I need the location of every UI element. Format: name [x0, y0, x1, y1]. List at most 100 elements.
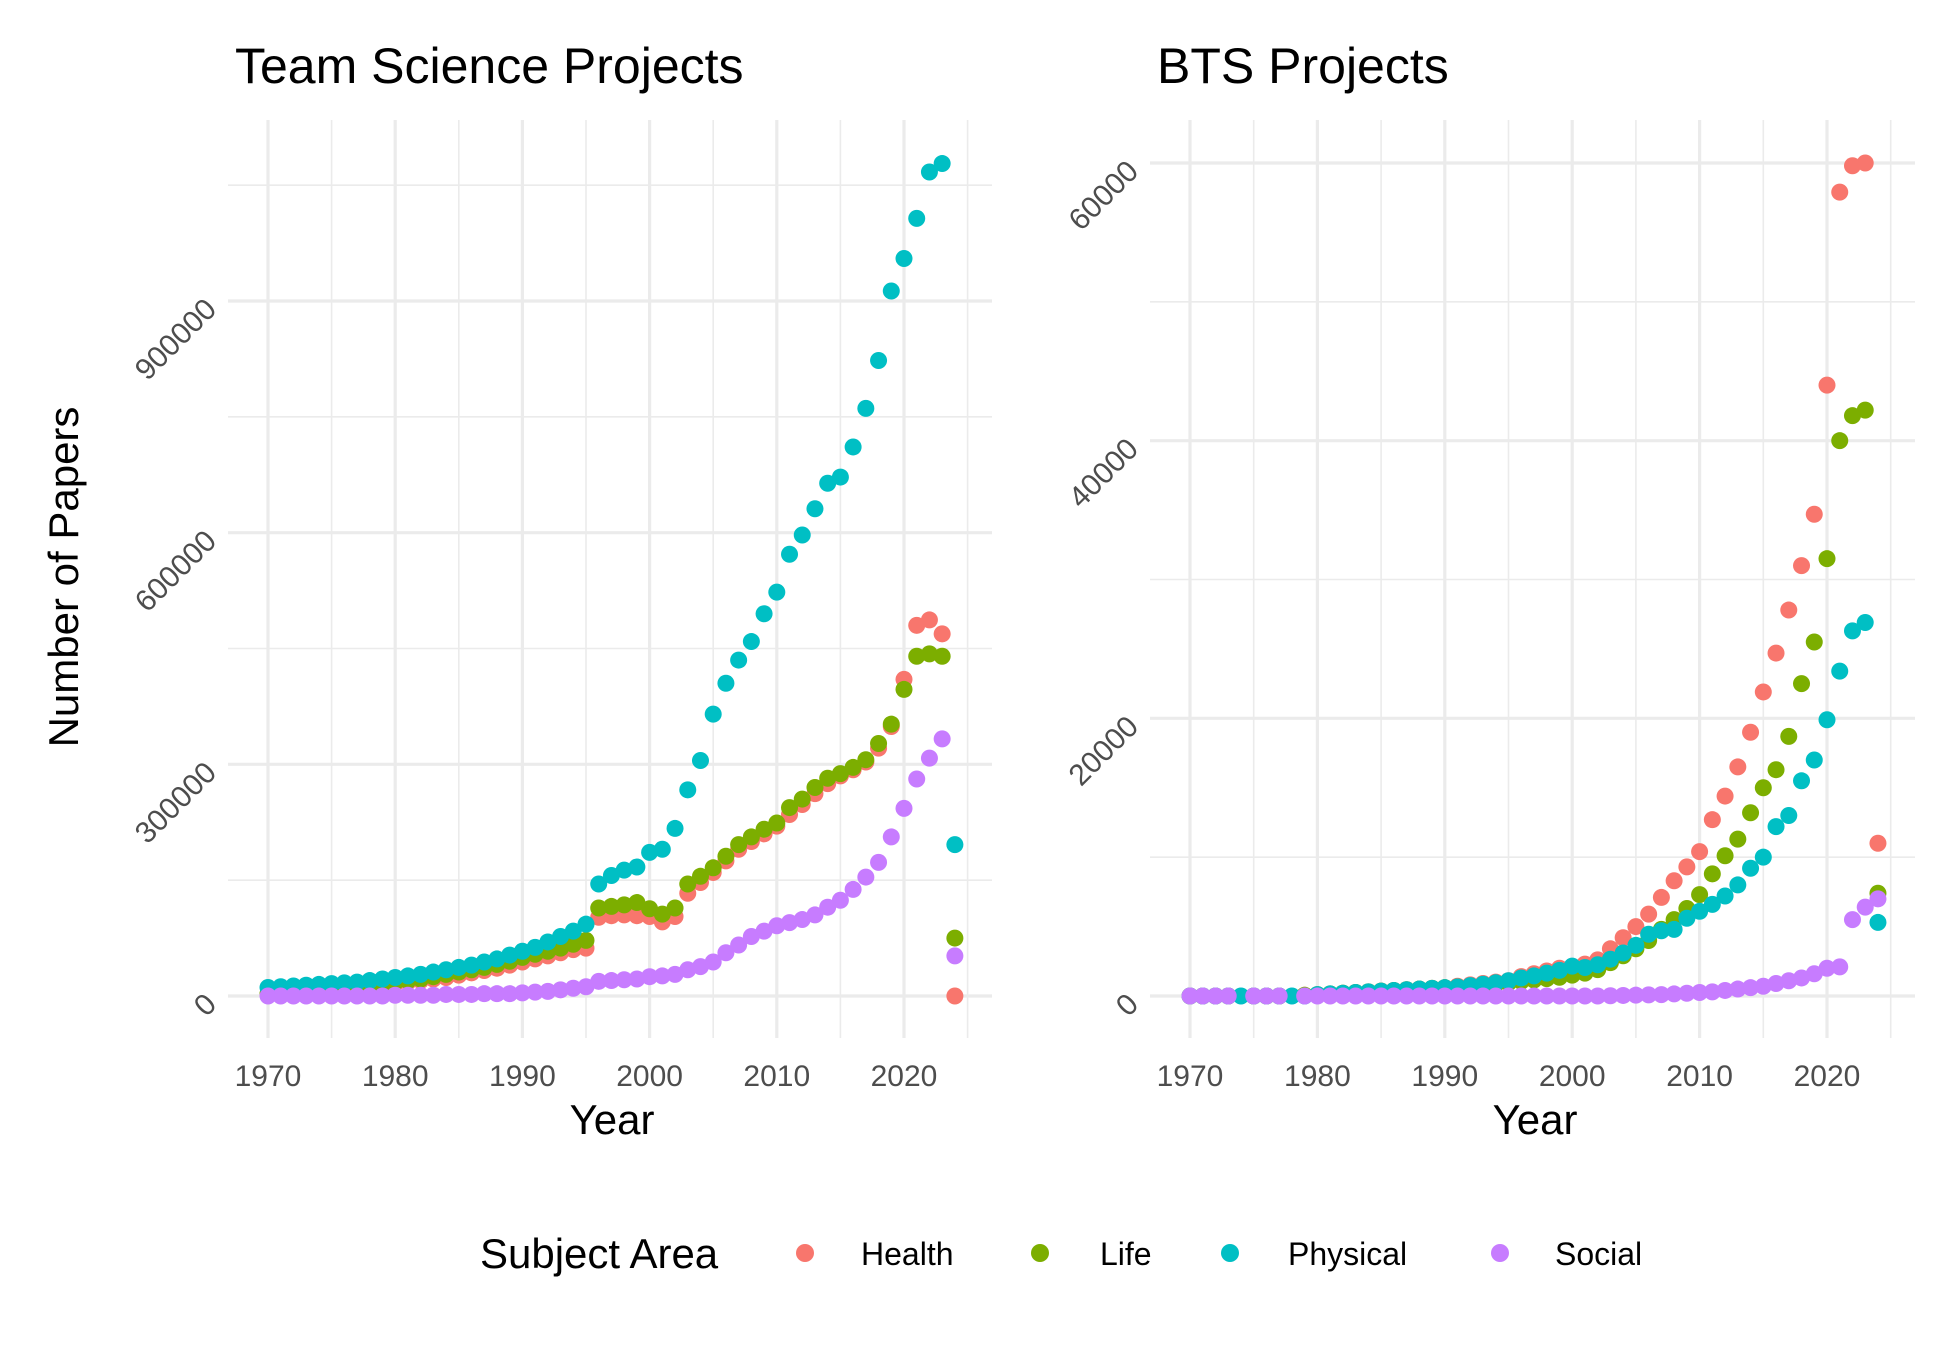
point-physical [1601, 950, 1619, 968]
point-social [895, 799, 913, 817]
legend-key-physical [1221, 1244, 1239, 1262]
point-social [1525, 987, 1543, 1005]
point-health [1780, 601, 1798, 619]
point-social [1512, 987, 1530, 1005]
point-social [1767, 975, 1785, 993]
point-physical [335, 974, 353, 992]
x-tick-label: 2010 [1666, 1060, 1733, 1093]
grid [228, 120, 992, 1038]
y-tick-label: 40000 [1063, 432, 1145, 514]
point-physical [704, 705, 722, 723]
point-health [1640, 905, 1658, 923]
point-life [895, 680, 913, 698]
point-life [933, 647, 951, 665]
point-health [1869, 834, 1887, 852]
y-tick-label: 600000 [129, 524, 223, 618]
point-social [284, 987, 302, 1005]
point-life [908, 647, 926, 665]
point-physical [1767, 818, 1785, 836]
point-physical [691, 751, 709, 769]
point-social [1500, 987, 1517, 1005]
point-life [641, 900, 659, 918]
point-physical [844, 438, 862, 456]
point-social [781, 914, 799, 932]
point-physical [539, 933, 557, 951]
point-social [463, 985, 481, 1003]
grid [1150, 120, 1915, 1038]
point-health [1652, 888, 1670, 906]
point-physical [755, 605, 773, 623]
point-life [844, 758, 862, 776]
point-social [1359, 987, 1377, 1005]
point-social [870, 853, 888, 871]
point-physical [1869, 913, 1887, 931]
point-health [1754, 683, 1772, 701]
point-life [1818, 550, 1836, 568]
point-social [1843, 911, 1861, 929]
point-social [424, 986, 442, 1004]
point-physical [1805, 751, 1823, 769]
point-life [628, 894, 646, 912]
point-social [1398, 987, 1416, 1005]
point-social [1487, 987, 1505, 1005]
point-life [590, 899, 608, 917]
legend-key-social [1491, 1244, 1509, 1262]
point-physical [1232, 987, 1250, 1005]
panel-bts: BTS Projects 1970 1980 1990 2000 2010 2020 0 20… [1063, 38, 1915, 1143]
point-life [1716, 847, 1734, 865]
point-social [552, 981, 570, 999]
point-physical [1665, 920, 1683, 938]
point-physical [437, 961, 455, 979]
point-social [1423, 987, 1441, 1005]
legend-title: Subject Area [480, 1230, 719, 1277]
x-tick-label: 2000 [1539, 1060, 1606, 1093]
point-social [653, 967, 671, 985]
point-physical [1474, 975, 1492, 993]
point-social [259, 987, 277, 1005]
x-tick-label: 1980 [1284, 1060, 1351, 1093]
point-physical [679, 781, 697, 799]
point-health [1805, 505, 1823, 523]
x-tick-label: 2020 [1794, 1060, 1861, 1093]
point-life [1703, 865, 1721, 883]
point-life [1793, 675, 1811, 693]
y-tick-label: 20000 [1063, 710, 1145, 792]
point-physical [615, 861, 633, 879]
point-social [1449, 987, 1467, 1005]
point-social [1194, 987, 1212, 1005]
point-physical [1831, 662, 1849, 680]
point-social [1691, 984, 1709, 1002]
point-social [1474, 987, 1492, 1005]
point-social [1589, 987, 1607, 1005]
point-physical [463, 956, 481, 974]
point-social [323, 987, 341, 1005]
point-physical [641, 843, 659, 861]
point-social [590, 972, 608, 990]
legend-label-physical: Physical [1288, 1236, 1407, 1272]
legend-label-life: Life [1100, 1236, 1152, 1272]
x-tick-label: 1970 [235, 1060, 302, 1093]
point-life [653, 905, 671, 923]
point-physical [1652, 922, 1670, 940]
point-social [819, 898, 837, 916]
x-tick-label: 2000 [616, 1060, 683, 1093]
point-health [920, 611, 938, 629]
point-social [1563, 987, 1581, 1005]
point-social [933, 730, 951, 748]
point-life [742, 828, 760, 846]
point-physical [653, 840, 671, 858]
point-physical [412, 965, 430, 983]
point-physical [1818, 711, 1836, 729]
x-tick-label: 1990 [1411, 1060, 1478, 1093]
point-life [831, 765, 849, 783]
point-social [1308, 987, 1326, 1005]
point-health [1856, 154, 1874, 172]
point-physical [373, 970, 391, 988]
point-physical [666, 819, 684, 837]
point-physical [1512, 969, 1530, 987]
point-health [1716, 787, 1734, 805]
point-social [564, 979, 582, 997]
point-social [704, 953, 722, 971]
point-physical [717, 674, 735, 692]
x-tick-label: 1990 [489, 1060, 556, 1093]
